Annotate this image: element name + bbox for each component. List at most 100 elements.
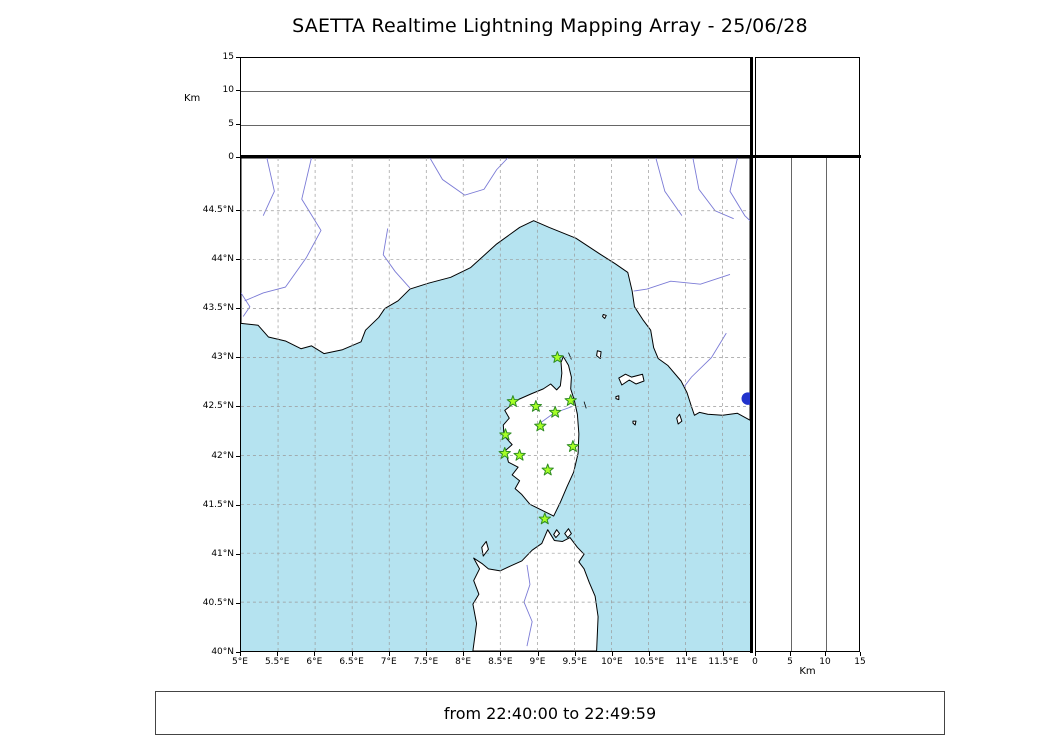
islet-mark <box>568 352 572 360</box>
axis-tick <box>236 406 240 407</box>
island-pianosa <box>615 395 620 401</box>
island-montecristo <box>632 420 637 426</box>
station-marker <box>548 405 562 418</box>
river-line <box>429 158 509 196</box>
lon-tick-label: 6.5°E <box>339 657 364 667</box>
station-marker <box>564 394 577 406</box>
lat-tick-label: 41°N <box>211 548 234 559</box>
lat-tick-label: 42°N <box>211 450 234 461</box>
station-marker <box>499 428 512 441</box>
station-marker <box>551 351 564 363</box>
river-line <box>382 228 411 289</box>
lat-tick-label: 43°N <box>211 352 234 363</box>
river-line <box>655 158 683 216</box>
lat-tick-label: 44.5°N <box>202 205 234 216</box>
axis-tick <box>575 652 576 656</box>
axis-tick <box>389 652 390 656</box>
island-gorgona <box>602 313 607 319</box>
top-km-tick-label: 10 <box>222 85 234 96</box>
station-marker <box>513 448 526 461</box>
lon-tick-label: 11°E <box>675 657 698 667</box>
axis-tick <box>236 456 240 457</box>
lat-tick-label: 43.5°N <box>202 303 234 314</box>
altitude-gridline <box>791 158 792 651</box>
lon-tick-label: 7.5°E <box>413 657 439 667</box>
axis-tick <box>236 308 240 309</box>
right-km-tick-label: 0 <box>752 657 758 667</box>
axis-tick <box>236 259 240 260</box>
lake-marker <box>741 392 750 405</box>
island-elba <box>618 373 645 386</box>
frame-separator-vertical <box>750 57 753 653</box>
island-corsica <box>502 356 580 517</box>
station-marker <box>498 446 511 459</box>
lon-tick-label: 11.5°E <box>708 657 739 667</box>
axis-tick <box>236 357 240 358</box>
altitude-gridline <box>826 158 827 651</box>
axis-tick <box>352 652 353 656</box>
island-maddalena2 <box>553 529 561 539</box>
lon-tick-label: 9.5°E <box>562 657 587 667</box>
axis-tick <box>236 554 240 555</box>
top-km-tick-label: 0 <box>228 152 234 162</box>
axis-tick <box>277 652 278 656</box>
altitude-gridline <box>241 91 750 92</box>
altitude-vs-latitude-panel <box>755 157 860 652</box>
corner-panel <box>755 57 860 157</box>
axis-tick <box>755 652 756 656</box>
time-window-box: from 22:40:00 to 22:49:59 <box>155 691 945 735</box>
altitude-gridline <box>241 125 750 126</box>
islet-mark <box>583 401 587 409</box>
station-marker <box>538 512 551 525</box>
axis-tick <box>686 652 687 656</box>
station-marker <box>566 440 580 452</box>
lon-tick-label: 10.5°E <box>633 657 665 667</box>
axis-tick <box>236 124 240 125</box>
axis-tick <box>236 652 240 653</box>
axis-tick <box>790 652 791 656</box>
river-line <box>262 158 275 216</box>
axis-tick <box>236 90 240 91</box>
axis-tick <box>236 57 240 58</box>
axis-tick <box>236 210 240 211</box>
mainland-coast <box>241 158 750 421</box>
axis-tick <box>825 652 826 656</box>
island-giglio <box>676 413 683 425</box>
lon-tick-label: 8.5°E <box>488 657 513 667</box>
altitude-vs-longitude-panel <box>240 57 751 157</box>
axis-tick <box>236 505 240 506</box>
lon-tick-label: 9°E <box>529 657 546 667</box>
river-line <box>244 158 322 302</box>
station-marker <box>529 400 543 412</box>
lat-tick-label: 40°N <box>211 647 234 657</box>
lat-tick-label: 44°N <box>211 254 234 265</box>
right-km-tick-label: 15 <box>854 657 866 667</box>
map-panel <box>240 157 751 652</box>
axis-tick <box>649 652 650 656</box>
axis-tick <box>236 157 240 158</box>
river-line <box>692 158 734 220</box>
lon-tick-label: 5.5°E <box>264 657 290 667</box>
island-sardinia <box>472 529 599 651</box>
axis-tick <box>612 652 613 656</box>
axis-tick <box>240 652 241 656</box>
river-line <box>683 332 727 388</box>
axis-tick <box>500 652 501 656</box>
lon-tick-label: 10°E <box>601 657 623 667</box>
top-km-tick-label: 15 <box>222 52 234 62</box>
station-marker <box>506 395 520 407</box>
station-marker <box>541 463 554 476</box>
frame-separator-horizontal <box>240 155 861 158</box>
right-axis-km-label: Km <box>799 666 816 677</box>
lon-tick-label: 5°E <box>232 657 248 667</box>
island-maddalena1 <box>564 528 572 539</box>
axis-tick <box>314 652 315 656</box>
figure-title: SAETTA Realtime Lightning Mapping Array … <box>292 15 808 37</box>
axis-tick <box>860 652 861 656</box>
axis-tick <box>723 652 724 656</box>
right-km-tick-label: 5 <box>787 657 793 667</box>
station-marker <box>534 419 547 432</box>
lon-tick-label: 6°E <box>306 657 323 667</box>
right-km-tick-label: 10 <box>819 657 831 667</box>
